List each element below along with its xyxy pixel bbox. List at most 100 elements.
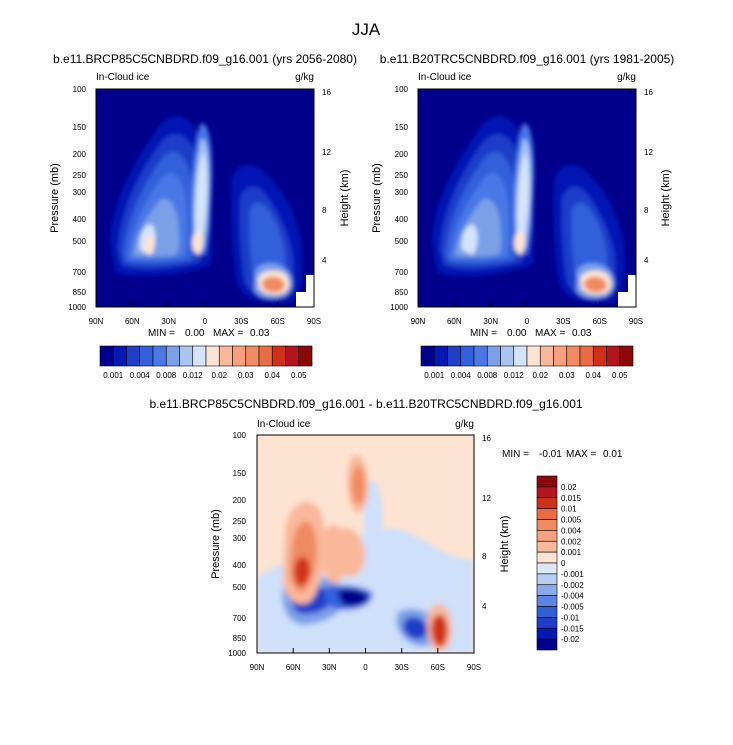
y2-tick-label: 8 (322, 206, 327, 215)
colorbar-swatch (536, 475, 558, 488)
x-tick-label: 30N (161, 317, 176, 326)
colorbar-swatch (500, 345, 515, 367)
x-tick-label: 60S (431, 663, 445, 672)
colorbar-label: 0.02 (561, 483, 577, 492)
y-axis-label: Pressure (mb) (210, 509, 222, 579)
y2-tick-label: 8 (482, 552, 487, 561)
y2-tick-label: 12 (644, 148, 653, 157)
y-tick-label: 700 (233, 614, 247, 623)
x-tick-label: 60S (593, 317, 607, 326)
max-value: 0.03 (572, 328, 592, 339)
colorbar-swatch (420, 345, 435, 367)
y2-tick-label: 16 (482, 434, 491, 443)
y-tick-label: 250 (73, 171, 87, 180)
y2-tick-label: 16 (644, 88, 653, 97)
y-tick-label: 700 (395, 268, 409, 277)
y-tick-label: 300 (233, 534, 247, 543)
colorbar-label: 0.015 (561, 494, 582, 503)
colorbar-swatch (536, 551, 558, 564)
y-tick-label: 500 (233, 583, 247, 592)
colorbar-label: 0.03 (238, 371, 254, 380)
colorbar-swatch (285, 345, 300, 367)
x-tick-label: 60N (125, 317, 140, 326)
min-value: 0.00 (185, 328, 205, 339)
y2-tick-label: 12 (322, 148, 331, 157)
y-tick-label: 100 (395, 85, 409, 94)
colorbar-swatch (139, 345, 154, 367)
colorbar-swatch (258, 345, 273, 367)
x-tick-label: 60S (271, 317, 285, 326)
x-tick-label: 30S (234, 317, 248, 326)
x-tick-label: 30N (483, 317, 498, 326)
y-tick-label: 100 (73, 85, 87, 94)
colorbar-label: 0.04 (264, 371, 280, 380)
x-ticks (95, 302, 315, 307)
y-tick-label: 850 (73, 288, 87, 297)
x-tick-label: 30S (395, 663, 409, 672)
x-tick-label: 30S (556, 317, 570, 326)
figure-title: JJA (352, 20, 381, 39)
colorbar-label: 0.004 (451, 371, 472, 380)
y-tick-label: 200 (395, 150, 409, 159)
x-ticks (417, 302, 637, 307)
y-tick-label: 400 (73, 215, 87, 224)
y-tick-label: 300 (395, 188, 409, 197)
colorbar-swatch (232, 345, 247, 367)
colorbar-label: -0.002 (561, 581, 584, 590)
x-tick-label: 0 (525, 317, 530, 326)
x-tick-label: 90S (467, 663, 481, 672)
panel-historical: b.e11.B20TRC5CNBDRD.f09_g16.001 (yrs 198… (371, 52, 674, 380)
y-tick-label: 700 (73, 268, 87, 277)
y-tick-label: 500 (395, 237, 409, 246)
y2-axis-label: Height (km) (339, 170, 351, 227)
colorbar-swatch (536, 530, 558, 542)
colorbar-label: 0.004 (561, 526, 582, 535)
y-axis-label: Pressure (mb) (371, 163, 383, 233)
colorbar-swatch (460, 345, 475, 367)
colorbar-label: 0.001 (561, 548, 582, 557)
colorbar-swatch (592, 345, 607, 367)
max-label: MAX = (535, 328, 565, 339)
y2-axis-label: Height (km) (660, 170, 672, 227)
colorbar-label: 0.005 (561, 516, 582, 525)
colorbar-swatch (536, 627, 558, 640)
colorbar-swatch (99, 345, 114, 367)
y-tick-label: 150 (73, 123, 87, 132)
y-tick-label: 150 (395, 123, 409, 132)
y-tick-label: 250 (395, 171, 409, 180)
y2-tick-label: 8 (644, 206, 649, 215)
colorbar-label: 0.04 (585, 371, 601, 380)
panel-future: b.e11.BRCP85C5CNBDRD.f09_g16.001 (yrs 20… (49, 52, 357, 380)
colorbar-label: 0 (561, 559, 566, 568)
colorbar-label: -0.015 (561, 624, 584, 633)
contour-field (257, 435, 474, 653)
colorbar-swatch (536, 486, 558, 499)
colorbar-label: 0.008 (156, 371, 177, 380)
colorbar-swatch (566, 345, 581, 367)
right-string: g/kg (617, 72, 636, 83)
panel-difference: b.e11.BRCP85C5CNBDRD.f09_g16.001 - b.e11… (149, 397, 622, 672)
max-label: MAX = (566, 449, 596, 460)
y-tick-label: 150 (233, 469, 247, 478)
colorbar-swatch (536, 584, 558, 596)
max-value: 0.03 (250, 328, 270, 339)
colorbar-swatch (539, 345, 554, 367)
x-tick-label: 0 (203, 317, 208, 326)
x-tick-label: 90S (629, 317, 643, 326)
colorbar-swatch (152, 345, 167, 367)
colorbar-swatch (245, 345, 260, 367)
colorbar-swatch (112, 345, 127, 367)
colorbar-swatch (165, 345, 180, 367)
min-value: 0.00 (507, 328, 527, 339)
contour-field (96, 89, 314, 307)
colorbar-swatch (218, 345, 233, 367)
x-tick-label: 0 (363, 663, 368, 672)
colorbar-swatch (536, 638, 558, 651)
colorbar-label: 0.004 (130, 371, 151, 380)
colorbar-swatch (536, 617, 558, 629)
colorbar-label: 0.02 (211, 371, 227, 380)
y-tick-label: 1000 (68, 303, 86, 312)
colorbar (99, 345, 313, 367)
colorbar-label: 0.05 (291, 371, 307, 380)
